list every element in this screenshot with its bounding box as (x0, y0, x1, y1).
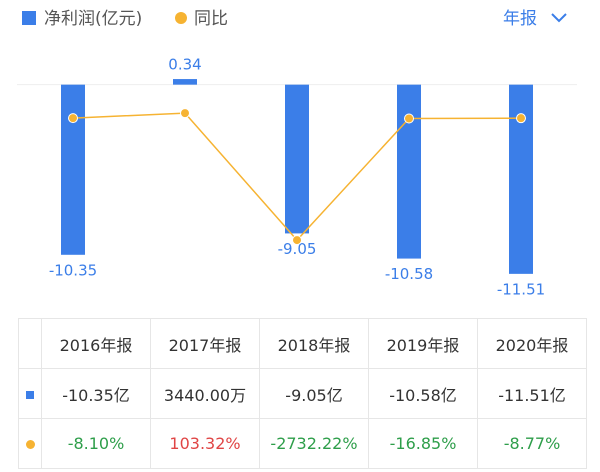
line-point (404, 113, 414, 124)
table-cell (18, 318, 42, 369)
data-label: -9.05 (278, 240, 317, 258)
data-label: -11.51 (497, 280, 545, 298)
table-cell: -11.51亿 (477, 368, 587, 419)
data-table: 2016年报 2017年报 2018年报 2019年报 2020年报 -10.35亿 34… (18, 318, 587, 469)
bar (285, 84, 309, 234)
legend-label: 同比 (194, 9, 228, 29)
table-cell: 2016年报 (41, 318, 151, 369)
table-cell: -9.05亿 (259, 368, 369, 419)
table-cell: -8.77% (477, 418, 587, 469)
table-cell: -8.10% (41, 418, 151, 469)
header-row: 2016年报 2017年报 2018年报 2019年报 2020年报 (18, 318, 587, 369)
legend-swatch (175, 12, 187, 24)
line-point (292, 235, 302, 246)
table-cell: -10.58亿 (368, 368, 478, 419)
bar (397, 84, 421, 259)
data-label: 0.34 (168, 56, 201, 74)
period-selector[interactable]: 年报 (503, 9, 567, 29)
row-icon (26, 391, 34, 399)
line-point (516, 113, 526, 124)
bar (173, 79, 197, 85)
line-point (180, 108, 190, 119)
bar (509, 84, 533, 274)
dropdown-chevron[interactable] (551, 13, 567, 23)
table-cell: 2018年报 (259, 318, 369, 369)
table-cell: 2017年报 (150, 318, 260, 369)
bar (61, 84, 85, 255)
table-cell (18, 418, 42, 469)
row-icon (25, 440, 35, 449)
table-cell: 103.32% (150, 418, 260, 469)
table-cell: -10.35亿 (41, 368, 151, 419)
legend-label: 净利润(亿元) (44, 9, 142, 29)
table-cell: 2019年报 (368, 318, 478, 369)
table-cell: 2020年报 (477, 318, 587, 369)
table-cell: -16.85% (368, 418, 478, 469)
line-point (68, 113, 78, 124)
table-cell: 3440.00万 (150, 368, 260, 419)
table-cell: -2732.22% (259, 418, 369, 469)
data-label: -10.35 (49, 261, 97, 279)
chart: 净利润(亿元) 同比 年报 -10.35 0.34 -9.05 -10.58 -11.5… (17, 9, 577, 298)
legend-swatch (22, 11, 36, 25)
yoy-row: -8.10% 103.32% -2732.22% -16.85% -8.77% (18, 418, 587, 469)
data-label: -10.58 (385, 265, 433, 283)
profit-row: -10.35亿 3440.00万 -9.05亿 -10.58亿 -11.51亿 (18, 368, 587, 419)
period-label[interactable]: 年报 (503, 9, 537, 29)
table-cell (18, 368, 42, 419)
